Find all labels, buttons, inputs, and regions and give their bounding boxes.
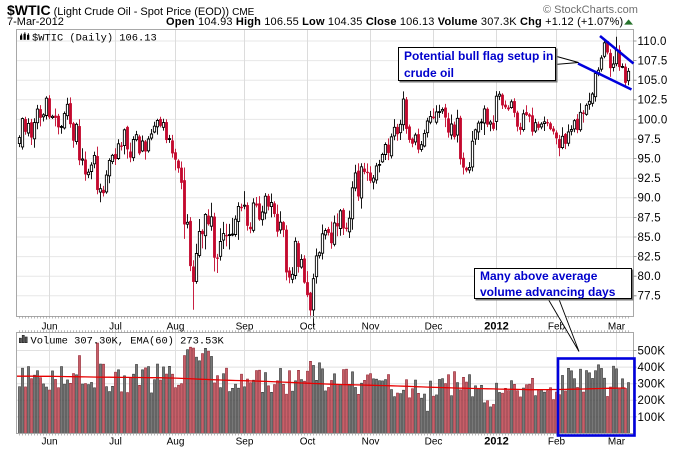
svg-text:Jun: Jun xyxy=(41,437,57,448)
svg-text:Jul: Jul xyxy=(109,437,122,448)
svg-text:Dec: Dec xyxy=(425,437,443,448)
svg-text:82.5: 82.5 xyxy=(638,252,661,264)
svg-text:Nov: Nov xyxy=(362,437,380,448)
svg-text:Jun: Jun xyxy=(41,322,57,333)
svg-text:97.5: 97.5 xyxy=(638,134,661,146)
svg-text:87.5: 87.5 xyxy=(638,212,661,224)
svg-text:Jul: Jul xyxy=(109,322,122,333)
svg-text:110.0: 110.0 xyxy=(638,36,667,48)
svg-text:Oct: Oct xyxy=(300,322,316,333)
svg-text:Sep: Sep xyxy=(236,437,254,448)
svg-text:105.0: 105.0 xyxy=(638,75,668,87)
svg-text:100K: 100K xyxy=(638,412,666,424)
svg-text:2012: 2012 xyxy=(484,436,508,448)
svg-text:90.0: 90.0 xyxy=(638,193,661,205)
svg-text:2012: 2012 xyxy=(484,321,508,333)
svg-text:Feb: Feb xyxy=(548,437,566,448)
svg-text:Aug: Aug xyxy=(167,322,185,333)
svg-text:Nov: Nov xyxy=(362,322,380,333)
svg-text:Aug: Aug xyxy=(167,437,185,448)
svg-text:Oct: Oct xyxy=(300,437,316,448)
svg-text:200K: 200K xyxy=(638,395,666,407)
svg-text:Mar: Mar xyxy=(608,437,626,448)
svg-text:102.5: 102.5 xyxy=(638,95,668,107)
svg-text:$WTIC (Daily) 106.13: $WTIC (Daily) 106.13 xyxy=(32,33,157,45)
svg-text:Mar: Mar xyxy=(608,322,626,333)
svg-text:107.5: 107.5 xyxy=(638,56,668,68)
svg-text:Dec: Dec xyxy=(425,322,443,333)
svg-text:Feb: Feb xyxy=(548,322,566,333)
svg-text:Sep: Sep xyxy=(236,322,254,333)
svg-text:80.0: 80.0 xyxy=(638,271,661,283)
svg-text:300K: 300K xyxy=(638,379,666,391)
svg-text:Volume 307.30K, EMA(60) 273.53: Volume 307.30K, EMA(60) 273.53K xyxy=(31,336,225,348)
svg-text:500K: 500K xyxy=(638,345,666,357)
svg-text:77.5: 77.5 xyxy=(638,291,661,303)
svg-text:85.0: 85.0 xyxy=(638,232,661,244)
svg-text:92.5: 92.5 xyxy=(638,173,661,185)
svg-text:95.0: 95.0 xyxy=(638,154,661,166)
svg-text:400K: 400K xyxy=(638,362,666,374)
svg-text:100.0: 100.0 xyxy=(638,114,668,126)
